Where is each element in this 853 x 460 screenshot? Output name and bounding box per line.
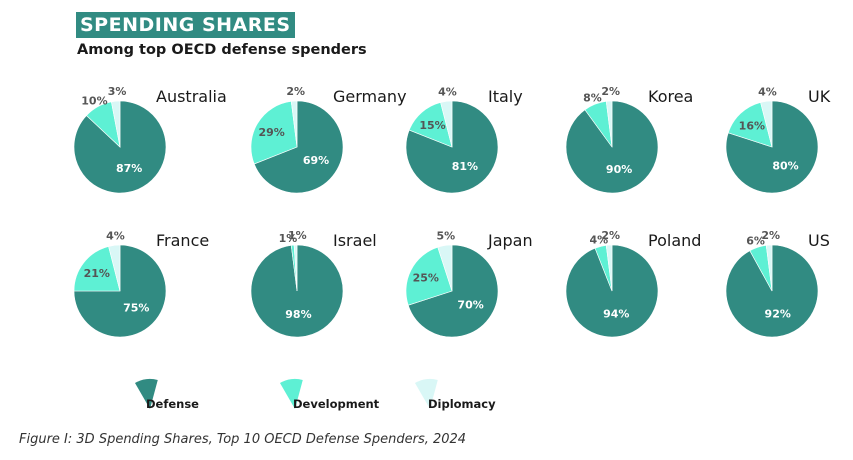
legend-label-development: Development [293,397,380,411]
pie-japan: 70% 25% 5% Japan [405,230,533,338]
data-label-development: 10% [81,95,107,108]
slice-diplomacy [760,100,773,148]
slice-diplomacy [437,244,453,292]
data-label-defense: 69% [303,154,329,167]
slice-diplomacy [108,244,121,292]
country-label-japan: Japan [487,231,533,250]
country-label-poland: Poland [648,231,701,250]
data-label-diplomacy: 2% [286,85,305,98]
legend-swatch-development [280,379,303,409]
data-label-development: 15% [419,119,445,132]
legend-label-diplomacy: Diplomacy [428,397,496,411]
country-label-germany: Germany [333,87,407,106]
data-label-defense: 92% [765,307,791,320]
slice-defense [253,100,344,194]
data-label-defense: 70% [457,299,483,312]
country-label-korea: Korea [648,87,693,106]
data-label-diplomacy: 2% [601,85,620,98]
data-label-diplomacy: 3% [108,85,127,98]
pie-italy: 81% 15% 4% Italy [405,85,523,194]
slice-development [405,246,453,306]
data-label-diplomacy: 4% [438,85,457,98]
pie-australia: 87% 10%3% Australia [73,85,227,194]
slice-development [73,246,121,292]
data-label-diplomacy: 4% [758,85,777,98]
slice-defense [407,244,499,338]
data-label-development: 29% [258,126,284,139]
data-label-development: 21% [84,267,110,280]
figure-caption: Figure I: 3D Spending Shares, Top 10 OEC… [19,432,467,447]
data-label-diplomacy: 1% [288,229,307,242]
data-label-development: 25% [413,272,439,285]
pie-korea: 90% 8%2% Korea [565,85,693,194]
data-label-diplomacy: 2% [761,229,780,242]
data-label-development: 6% [746,235,765,248]
data-label-diplomacy: 5% [437,230,456,243]
data-label-defense: 94% [603,308,629,321]
pie-france: 75% 21% 4% France [73,229,209,338]
pie-uk: 80% 16% 4% UK [725,85,831,194]
legend-swatch-defense [135,379,158,409]
data-label-defense: 98% [285,308,311,321]
data-label-diplomacy: 4% [106,229,125,242]
data-label-development: 4% [589,234,608,247]
pie-chart-grid: 87% 10%3% Australia 69% 29% 2% Germany 81% 15% 4%… [73,85,831,411]
slice-diplomacy [605,100,613,148]
data-label-defense: 90% [606,163,632,176]
chart-title: SPENDING SHARES [76,12,295,38]
country-label-france: France [156,231,209,250]
slice-development [250,101,298,165]
slice-diplomacy [293,244,298,292]
legend: Defense Development Diplomacy [135,379,496,411]
data-label-development: 1% [279,232,298,245]
chart-subtitle: Among top OECD defense spenders [77,42,367,58]
pie-germany: 69% 29% 2% Germany [250,85,407,194]
legend-label-defense: Defense [146,397,199,411]
slice-diplomacy [765,244,773,292]
data-label-development: 8% [583,92,602,105]
country-label-italy: Italy [488,87,523,106]
pie-israel: 98% 1%1% Israel [250,229,377,338]
pie-us: 92% 6%2% US [725,229,830,338]
slice-diplomacy [111,100,121,148]
slice-diplomacy [290,100,298,148]
legend-swatch-diplomacy [415,379,438,409]
data-label-defense: 87% [116,162,142,175]
country-label-israel: Israel [333,231,377,250]
data-label-defense: 75% [123,301,149,314]
pie-poland: 94% 4%2% Poland [565,229,701,338]
data-label-defense: 80% [772,160,798,173]
data-label-defense: 81% [452,160,478,173]
slice-development [727,102,773,148]
country-label-us: US [808,231,830,250]
data-label-development: 16% [739,120,765,133]
slice-diplomacy [440,100,453,148]
slice-diplomacy [605,244,613,292]
country-label-australia: Australia [156,87,227,106]
country-label-uk: UK [808,87,831,106]
data-label-diplomacy: 2% [601,229,620,242]
